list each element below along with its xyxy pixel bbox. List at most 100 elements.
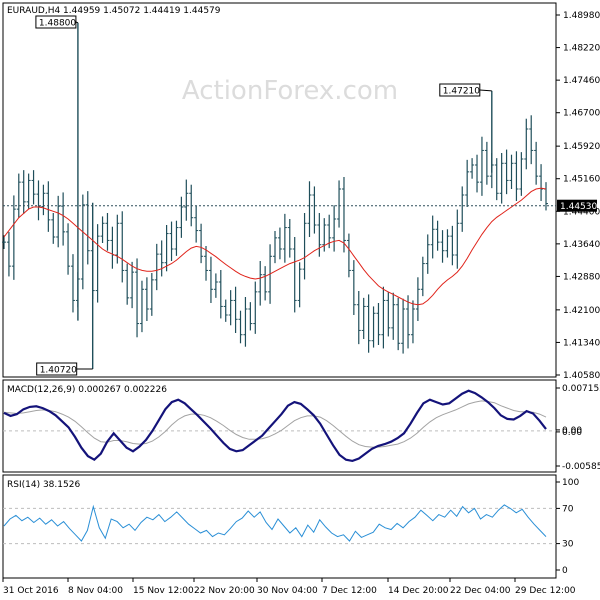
macd-tick-label: 0.007152 <box>562 384 600 394</box>
ohlc-bar <box>351 260 356 315</box>
ohlc-bar <box>2 235 6 249</box>
rsi-tick-label: 30 <box>562 540 574 550</box>
ohlc-bar <box>465 159 470 207</box>
price-panel-frame <box>2 2 557 378</box>
ohlc-bar <box>277 227 282 260</box>
time-tick-label: 30 Nov 04:00 <box>257 586 318 596</box>
price-tick-label: 1.45920 <box>563 142 600 152</box>
rsi-tick-label: 70 <box>562 504 574 514</box>
ohlc-bar <box>85 191 90 265</box>
ohlc-bar <box>376 303 381 345</box>
ohlc-bar <box>100 216 105 243</box>
ohlc-bar <box>273 231 277 264</box>
ohlc-bar <box>144 277 149 321</box>
macd-tick-label: -0.00585 <box>562 462 600 472</box>
rsi-panel: 100 70 30 0 RSI(14) 38.1526 <box>2 474 579 579</box>
ohlc-bar <box>282 213 287 263</box>
price-axis: 1.48980 1.48220 1.47460 1.46700 1.45920 1.451… <box>556 11 600 381</box>
ohlc-bar <box>174 220 179 256</box>
ohlc-bar <box>445 229 450 258</box>
price-tick-label: 1.46700 <box>563 109 600 119</box>
ohlc-bar <box>159 240 164 277</box>
ohlc-bar <box>125 263 130 305</box>
ohlc-bar <box>519 152 524 196</box>
ohlc-bar <box>346 233 351 278</box>
ohlc-bar <box>484 141 489 185</box>
ohlc-bar <box>455 209 460 269</box>
price-tick-label: 1.40580 <box>563 371 600 381</box>
price-annotations: 1.48800 1.47210 1.40720 <box>35 15 492 376</box>
rsi-tick-label: 100 <box>562 478 579 488</box>
price-annotation: 1.47210 <box>439 83 492 97</box>
ohlc-bar <box>287 219 292 258</box>
time-tick-label: 15 Nov 12:00 <box>133 586 194 596</box>
ohlc-bar <box>371 306 376 348</box>
ohlc-bar <box>46 181 51 232</box>
ohlc-bar <box>366 294 371 353</box>
ohlc-bar <box>263 266 268 301</box>
price-annotation: 1.40720 <box>36 362 93 376</box>
price-panel: ActionForex.com 1.489801.482201.474601.4… <box>2 2 600 381</box>
ohlc-bar <box>381 286 386 349</box>
rsi-axis: 100 70 30 0 <box>3 478 579 576</box>
price-tick-label: 1.42100 <box>563 306 600 316</box>
ohlc-bar <box>95 224 100 303</box>
macd-line <box>3 389 547 463</box>
ohlc-bar <box>534 141 539 185</box>
ohlc-bar <box>223 299 228 322</box>
ohlc-bar <box>208 256 213 303</box>
ohlc-bar <box>391 292 396 340</box>
ohlc-bar <box>248 302 253 331</box>
macd-tick-label: 0.00 <box>562 428 582 438</box>
current-price-tag <box>557 199 597 212</box>
ohlc-bar <box>16 173 21 218</box>
ohlc-bar <box>164 225 169 272</box>
ohlc-bar <box>184 179 189 221</box>
ohlc-bar <box>120 211 125 283</box>
ohlc-bar <box>307 181 312 237</box>
time-tick-label: 29 Dec 12:00 <box>515 586 576 596</box>
ohlc-bar <box>21 170 26 214</box>
price-annotation: 1.48800 <box>35 15 79 29</box>
ohlc-bar <box>341 177 346 253</box>
ohlc-bar <box>61 192 66 246</box>
time-tick-label: 7 Dec 12:00 <box>322 586 377 596</box>
ohlc-bar <box>401 298 406 354</box>
ohlc-bar <box>297 262 302 308</box>
macd-signal-line <box>3 400 547 448</box>
ohlc-bar <box>529 115 534 165</box>
ohlc-bar <box>302 213 307 280</box>
ohlc-bar <box>243 297 248 347</box>
price-annotation-label: 1.47210 <box>443 87 480 97</box>
time-tick-label: 22 Dec 04:00 <box>450 586 511 596</box>
ohlc-bar <box>435 220 440 251</box>
ohlc-bar <box>253 281 258 334</box>
ohlc-bar <box>504 149 509 195</box>
ohlc-bar <box>386 291 391 337</box>
ohlc-bar <box>115 214 120 264</box>
rsi-tick-label: 0 <box>562 566 568 576</box>
rsi-line <box>3 504 547 542</box>
ohlc-bar <box>105 213 110 251</box>
ohlc-bar <box>204 246 209 281</box>
ohlc-bar <box>337 180 342 228</box>
time-tick-label: 14 Dec 20:00 <box>388 586 449 596</box>
ohlc-bar <box>26 173 31 209</box>
ohlc-bar <box>149 273 154 316</box>
ohlc-bar <box>539 164 544 201</box>
ohlc-bar <box>154 243 159 291</box>
price-tick-label: 1.44400 <box>563 207 600 217</box>
ohlc-bar <box>396 297 401 351</box>
ohlc-bar <box>361 297 366 339</box>
ohlc-bar <box>41 184 46 216</box>
price-tick-label: 1.48220 <box>563 44 600 54</box>
macd-panel: 0.0071520.000.00-0.00585 MACD(12,26,9) 0… <box>2 379 600 473</box>
price-tick-label: 1.42880 <box>563 272 600 282</box>
ohlc-bar <box>51 213 56 244</box>
ohlc-bar <box>199 223 204 264</box>
ohlc-bar <box>410 300 415 344</box>
ohlc-bar <box>135 258 140 338</box>
ohlc-bar <box>80 194 85 290</box>
macd-header: MACD(12,26,9) 0.000267 0.002226 <box>7 385 167 395</box>
